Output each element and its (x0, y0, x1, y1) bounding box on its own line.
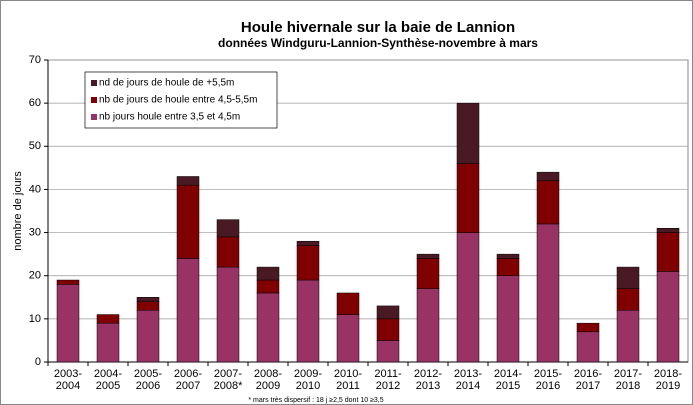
bar-segment (536, 171, 560, 182)
bar-segment (296, 279, 320, 363)
x-tick-label: 2008-2009 (254, 368, 282, 392)
bar-segment (256, 279, 280, 294)
bar-segment (616, 266, 640, 289)
bar-segment (496, 275, 520, 363)
bar-segment (216, 266, 240, 363)
bar-segment (96, 314, 120, 324)
legend-label: nb jours houle entre 3,5 et 4,5m (99, 112, 240, 123)
bar-segment (656, 232, 680, 272)
bar-segment (616, 309, 640, 363)
bar-segment (536, 223, 560, 363)
bar-segment (376, 318, 400, 341)
legend-box (84, 71, 278, 129)
y-tick-label: 50 (29, 140, 41, 152)
x-tick-label: 2005-2006 (134, 368, 162, 392)
legend-swatch (91, 97, 97, 103)
bar-segment (376, 305, 400, 320)
bar-segment (216, 219, 240, 238)
bar-segment (176, 258, 200, 363)
bar-segment (496, 253, 520, 259)
x-tick-label: 2016-2017 (574, 368, 602, 392)
bar-segment (416, 258, 440, 289)
bar-segment (456, 232, 480, 363)
bar-segment (416, 288, 440, 363)
bar-segment (96, 322, 120, 363)
legend: nd de jours de houle de +5,5m nb de jours… (84, 71, 278, 129)
bar-segment (656, 228, 680, 233)
bar-segment (536, 180, 560, 225)
bar-segment (56, 279, 80, 285)
x-tick-label: 2011-2012 (374, 368, 402, 392)
y-tick-label: 30 (29, 226, 41, 238)
x-tick-label: 2006-2007 (174, 368, 202, 392)
x-tick-label: 2004-2005 (94, 368, 122, 392)
bar-segment (216, 236, 240, 268)
bar-segment (56, 284, 80, 363)
legend-swatch (91, 80, 97, 86)
x-tick-label: 2003-2004 (54, 368, 82, 392)
bar-segment (256, 266, 280, 281)
x-tick-label: 2017-2018 (614, 368, 642, 392)
bar-segment (496, 258, 520, 276)
bar-segment (336, 314, 360, 363)
bar-segment (576, 331, 600, 363)
x-tick-label: 2007-2008* (214, 368, 243, 392)
bar-segment (296, 240, 320, 246)
y-tick-label: 40 (29, 183, 41, 195)
bar-segment (616, 288, 640, 311)
bar-segment (656, 271, 680, 363)
legend-label: nd de jours de houle de +5,5m (99, 78, 234, 89)
bar-segment (576, 322, 600, 333)
bar-segment (136, 297, 160, 302)
bar-segment (136, 301, 160, 311)
bar-segment (296, 245, 320, 281)
bar-segment (176, 184, 200, 259)
x-tick-label: 2009-2010 (294, 368, 322, 392)
footnote: * mars très dispersif : 18 j ≥2,5 dont 1… (248, 397, 383, 404)
bar-segment (336, 292, 360, 315)
bar-segment (456, 163, 480, 233)
bar-segment (136, 309, 160, 363)
x-tick-label: 2014-2015 (494, 368, 522, 392)
y-tick-label: 0 (35, 356, 41, 368)
bar-segment (416, 253, 440, 259)
chart-subtitle: données Windguru-Lannion-Synthèse-novemb… (218, 36, 538, 50)
bar-segment (376, 340, 400, 363)
y-tick-label: 60 (29, 97, 41, 109)
chart-title: Houle hivernale sur la baie de Lannion (241, 19, 515, 36)
y-tick-label: 70 (29, 54, 41, 66)
bar-segment (456, 102, 480, 164)
x-tick-label: 2015-2016 (534, 368, 562, 392)
x-tick-label: 2010-2011 (334, 368, 362, 392)
legend-swatch (91, 114, 97, 120)
legend-label: nb de jours de houle entre 4,5-5,5m (99, 95, 257, 106)
x-tick-label: 2012-2013 (414, 368, 442, 392)
y-tick-label: 10 (29, 313, 41, 325)
y-tick-label: 20 (29, 270, 41, 282)
y-axis-label: nombre de jours (12, 171, 24, 251)
bar-segment (176, 176, 200, 186)
x-tick-label: 2018-2019 (654, 368, 682, 392)
x-tick-label: 2013-2014 (454, 368, 482, 392)
bar-segment (256, 292, 280, 363)
